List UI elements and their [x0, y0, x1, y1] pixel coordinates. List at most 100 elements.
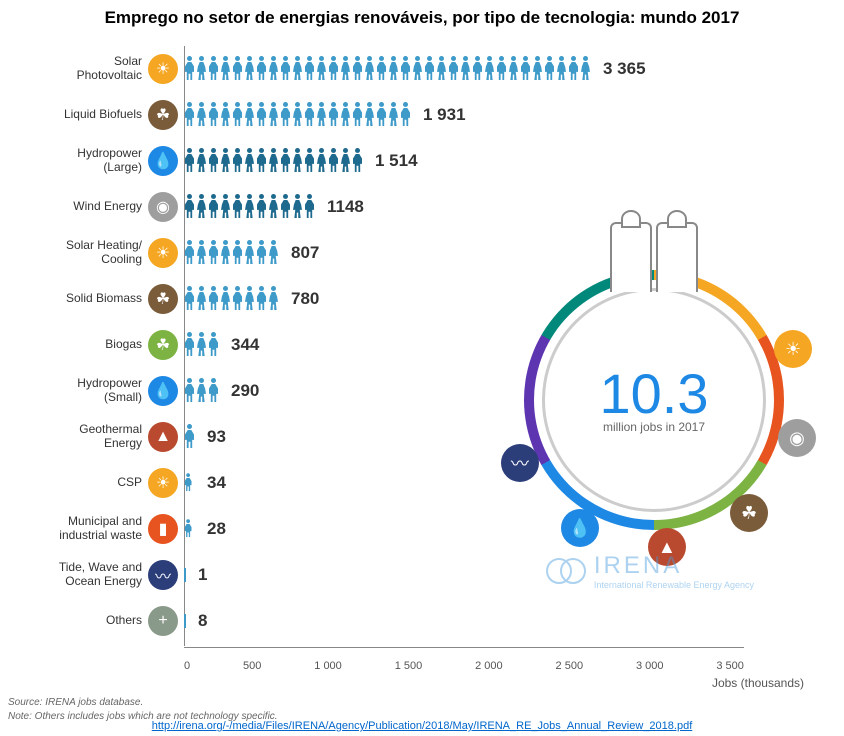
- person-icon: [316, 56, 327, 82]
- category-label: Biogas: [0, 338, 148, 352]
- circle-center: 10.3 million jobs in 2017: [554, 300, 754, 500]
- category-icon: 💧: [148, 376, 178, 406]
- person-icon: [184, 473, 192, 493]
- person-icon: [208, 102, 219, 128]
- x-tick-label: 1 000: [314, 660, 342, 672]
- person-icon: [232, 194, 243, 220]
- category-label: Tide, Wave andOcean Energy: [0, 561, 148, 589]
- source-text: Source: IRENA jobs database.: [8, 697, 143, 708]
- person-icon: [232, 286, 243, 312]
- tick-mark: [184, 568, 186, 582]
- source-link[interactable]: http://irena.org/-/media/Files/IRENA/Age…: [0, 720, 844, 732]
- person-icon: [268, 240, 279, 266]
- bar-row: Solid Biomass☘ 780: [0, 276, 319, 322]
- person-icon: [544, 56, 555, 82]
- person-icon: [232, 148, 243, 174]
- person-icon: [184, 424, 195, 450]
- bar-row: SolarPhotovoltaic☀3 365: [0, 46, 646, 92]
- category-icon: ☀: [148, 54, 178, 84]
- person-icon: [436, 56, 447, 82]
- person-icon: [208, 286, 219, 312]
- category-label: GeothermalEnergy: [0, 423, 148, 451]
- person-icon: [280, 148, 291, 174]
- people-bar: [184, 56, 591, 82]
- person-icon: [220, 148, 231, 174]
- person-icon: [388, 102, 399, 128]
- person-icon: [364, 102, 375, 128]
- person-icon: [280, 194, 291, 220]
- person-icon: [232, 56, 243, 82]
- person-icon: [292, 102, 303, 128]
- people-bar: [184, 286, 279, 312]
- people-bar: [184, 614, 186, 628]
- person-icon: [508, 56, 519, 82]
- x-tick-label: 1 500: [395, 660, 423, 672]
- person-icon: [280, 102, 291, 128]
- person-icon: [400, 102, 411, 128]
- bar-row: GeothermalEnergy▲93: [0, 414, 226, 460]
- value-label: 1 931: [423, 105, 466, 125]
- person-icon: [568, 56, 579, 82]
- person-icon: [208, 148, 219, 174]
- person-icon: [448, 56, 459, 82]
- person-icon: [304, 102, 315, 128]
- value-label: 28: [207, 519, 226, 539]
- people-bar: [184, 424, 195, 450]
- person-icon: [328, 56, 339, 82]
- person-icon: [304, 56, 315, 82]
- person-icon: [268, 194, 279, 220]
- person-icon: [424, 56, 435, 82]
- value-label: 1148: [327, 197, 364, 217]
- person-icon: [328, 148, 339, 174]
- person-icon: [256, 194, 267, 220]
- orbit-icon: 〰: [501, 444, 539, 482]
- x-tick-label: 0: [184, 660, 190, 672]
- person-icon: [268, 148, 279, 174]
- bar-row: Liquid Biofuels☘1 931: [0, 92, 466, 138]
- people-bar: [184, 332, 219, 358]
- bar-row: Solar Heating/Cooling☀807: [0, 230, 319, 276]
- category-label: Solid Biomass: [0, 292, 148, 306]
- person-icon: [316, 148, 327, 174]
- person-icon: [340, 148, 351, 174]
- bar-row: Tide, Wave andOcean Energy〰1: [0, 552, 207, 598]
- value-label: 3 365: [603, 59, 646, 79]
- value-label: 344: [231, 335, 259, 355]
- person-icon: [244, 286, 255, 312]
- person-icon: [484, 56, 495, 82]
- person-icon: [184, 102, 195, 128]
- person-icon: [220, 102, 231, 128]
- person-icon: [244, 56, 255, 82]
- worker-icons: [610, 222, 698, 292]
- person-icon: [244, 148, 255, 174]
- person-icon: [208, 56, 219, 82]
- person-icon: [352, 148, 363, 174]
- category-icon: ☘: [148, 284, 178, 314]
- bar-row: CSP☀34: [0, 460, 226, 506]
- value-label: 780: [291, 289, 319, 309]
- people-bar: [184, 240, 279, 266]
- bar-row: Others+8: [0, 598, 207, 644]
- x-tick-label: 500: [243, 660, 261, 672]
- person-icon: [184, 240, 195, 266]
- orbit-icon: ☀: [774, 330, 812, 368]
- irena-name: IRENA: [594, 552, 754, 580]
- big-number: 10.3: [600, 366, 709, 422]
- person-icon: [268, 102, 279, 128]
- person-icon: [304, 148, 315, 174]
- bar-row: Municipal andindustrial waste▮28: [0, 506, 226, 552]
- person-icon: [304, 194, 315, 220]
- category-icon: ◉: [148, 192, 178, 222]
- person-icon: [292, 194, 303, 220]
- people-bar: [184, 148, 363, 174]
- person-icon: [208, 240, 219, 266]
- category-icon: ☘: [148, 330, 178, 360]
- person-icon: [232, 102, 243, 128]
- person-icon: [208, 378, 219, 404]
- irena-sub: International Renewable Energy Agency: [594, 580, 754, 590]
- category-label: Wind Energy: [0, 200, 148, 214]
- chart-area: SolarPhotovoltaic☀3 365Liquid Biofuels☘1…: [0, 40, 844, 680]
- value-label: 290: [231, 381, 259, 401]
- bar-row: Biogas☘ 344: [0, 322, 259, 368]
- person-icon: [184, 378, 195, 404]
